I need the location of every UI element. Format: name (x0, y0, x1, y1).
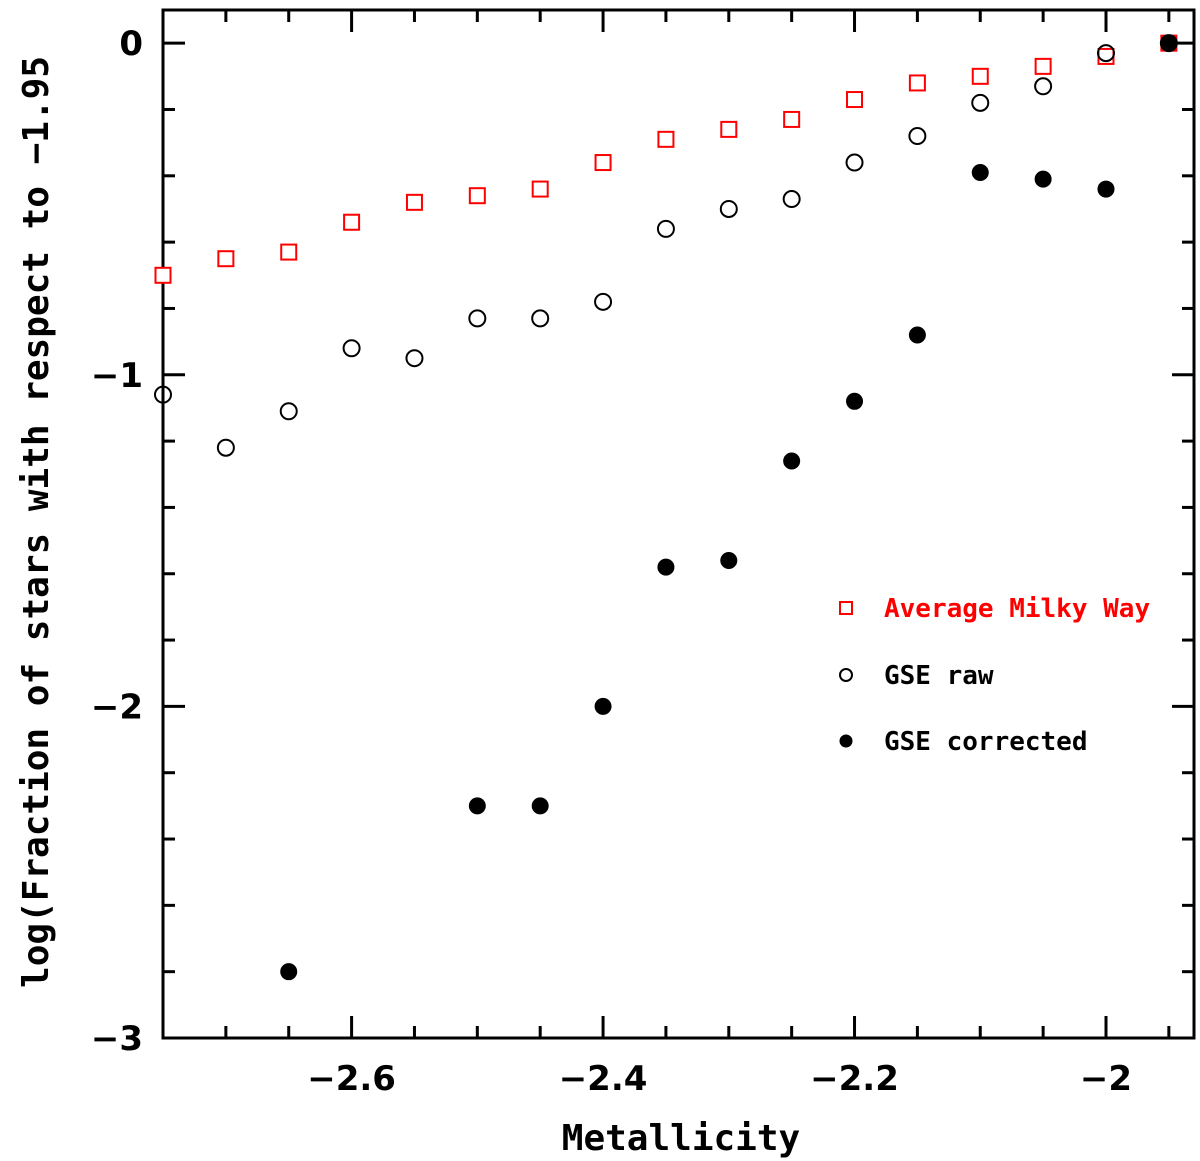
data-point (657, 130, 675, 148)
data-point (154, 385, 172, 404)
data-point (845, 153, 864, 172)
data-point (719, 199, 738, 218)
y-tick-label: 0 (119, 24, 143, 64)
legend-entry: GSE raw (839, 661, 994, 691)
data-point (280, 963, 298, 981)
data-point (280, 243, 298, 261)
y-tick-label: −3 (91, 1019, 143, 1059)
y-tick-label: −2 (91, 687, 143, 727)
series-average-milky-way (154, 34, 1178, 284)
data-point (594, 292, 613, 311)
data-point (720, 551, 738, 569)
data-point (1034, 57, 1052, 75)
data-point (1160, 34, 1178, 52)
data-point (783, 452, 801, 470)
data-point (468, 187, 486, 205)
data-points (154, 34, 1178, 981)
x-tick-label: −2.4 (559, 1059, 648, 1099)
legend: Average Milky Way GSE raw GSE corrected (839, 594, 1150, 757)
data-point (971, 93, 990, 112)
x-tick-label: −2.6 (307, 1059, 396, 1099)
data-point (657, 558, 675, 576)
series-gse-raw (154, 34, 1178, 457)
series-gse-corrected (280, 34, 1178, 981)
data-point (846, 91, 864, 109)
legend-marker (839, 734, 853, 748)
data-point (405, 193, 423, 211)
x-axis-label: Metallicity (562, 1118, 800, 1159)
data-point (468, 309, 487, 328)
data-point (908, 74, 926, 92)
data-point (343, 213, 361, 231)
data-point (531, 309, 550, 328)
data-point (217, 250, 235, 268)
data-point (1034, 77, 1053, 96)
data-point (908, 127, 927, 146)
x-tick-label: −2 (1080, 1059, 1132, 1099)
data-point (783, 110, 801, 128)
y-axis-label: log(Fraction of stars with respect to −1… (16, 56, 57, 988)
data-point (594, 697, 612, 715)
data-point (154, 266, 172, 284)
data-point (531, 180, 549, 198)
legend-label: Average Milky Way (884, 594, 1150, 624)
data-point (1034, 170, 1052, 188)
data-point (971, 67, 989, 85)
data-point (656, 219, 675, 238)
data-point (594, 154, 612, 172)
data-point (782, 190, 801, 209)
data-point (908, 326, 926, 344)
legend-label: GSE corrected (884, 727, 1088, 757)
y-tick-label: −1 (91, 356, 143, 396)
data-point (971, 163, 989, 181)
data-point (342, 339, 361, 358)
plot-border (161, 8, 1196, 1040)
data-point (1097, 180, 1115, 198)
legend-marker (839, 668, 853, 682)
data-point (468, 797, 486, 815)
data-point (846, 392, 864, 410)
axis-ticks: −2.6 −2.4 −2.2 −2 0 −1 −2 −3 (91, 10, 1194, 1099)
data-point (216, 438, 235, 457)
data-point (531, 797, 549, 815)
data-point (405, 349, 424, 368)
legend-label: GSE raw (884, 661, 994, 691)
legend-marker (839, 601, 853, 615)
data-point (720, 120, 738, 138)
x-tick-label: −2.2 (810, 1059, 899, 1099)
legend-entry: GSE corrected (839, 727, 1088, 757)
data-point (1096, 44, 1115, 63)
legend-entry: Average Milky Way (839, 594, 1150, 624)
plot-frame (161, 8, 1196, 1040)
data-point (279, 402, 298, 421)
